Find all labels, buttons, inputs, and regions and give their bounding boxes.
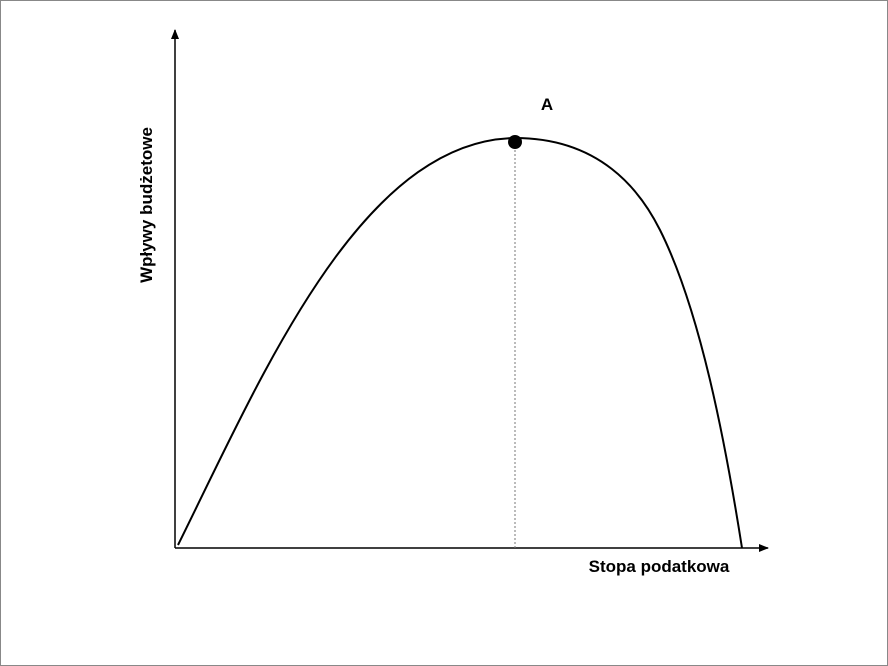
point-a — [508, 135, 522, 149]
point-label: A — [541, 95, 553, 114]
laffer-curve — [177, 136, 743, 549]
y-axis-label: Wpływy budżetowe — [137, 127, 156, 283]
x-axis-label: Stopa podatkowa — [589, 557, 730, 576]
